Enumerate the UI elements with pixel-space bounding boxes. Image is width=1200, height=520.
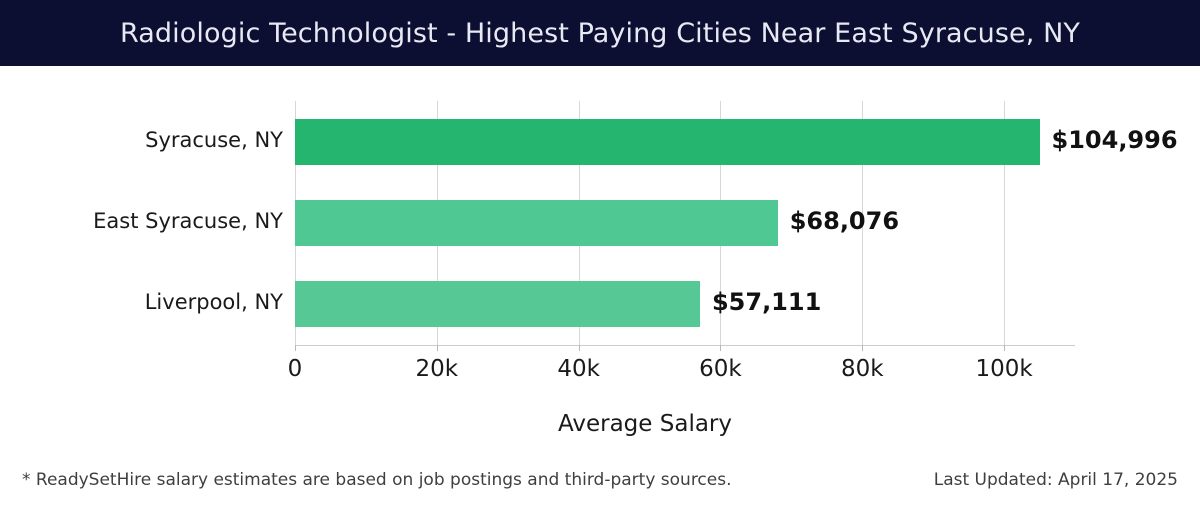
x-axis-line bbox=[295, 345, 1075, 346]
footer: * ReadySetHire salary estimates are base… bbox=[0, 470, 1200, 520]
x-tick-label: 80k bbox=[840, 356, 884, 382]
x-tick-label: 40k bbox=[557, 356, 600, 382]
chart-region: Syracuse, NY East Syracuse, NY Liverpool, … bbox=[0, 66, 1200, 456]
y-axis-label: Syracuse, NY bbox=[145, 127, 283, 152]
x-tick-label: 100k bbox=[975, 356, 1033, 382]
header-bar: Radiologic Technologist - Highest Paying… bbox=[0, 0, 1200, 66]
bar[interactable] bbox=[295, 281, 700, 328]
gridline bbox=[1004, 101, 1006, 345]
x-tick-label: 60k bbox=[699, 356, 742, 382]
footnote-text: * ReadySetHire salary estimates are base… bbox=[22, 470, 732, 490]
x-axis-title: Average Salary bbox=[0, 411, 1200, 437]
bar-value-label: $104,996 bbox=[1051, 125, 1178, 154]
bar-value-label: $68,076 bbox=[789, 207, 900, 235]
gridline bbox=[862, 101, 864, 345]
x-tick-mark bbox=[295, 345, 296, 351]
x-axis-title-text: Average Salary bbox=[557, 411, 732, 437]
y-axis-label: Liverpool, NY bbox=[144, 290, 283, 315]
x-tick-label: 0 bbox=[287, 356, 303, 382]
y-axis-label: East Syracuse, NY bbox=[93, 209, 283, 233]
x-tick-mark bbox=[578, 345, 580, 351]
x-tick-mark bbox=[720, 345, 722, 351]
x-tick-label: 20k bbox=[415, 356, 459, 382]
bar[interactable] bbox=[295, 118, 1040, 165]
y-axis-labels: Syracuse, NY East Syracuse, NY Liverpool, … bbox=[0, 101, 283, 345]
bar[interactable] bbox=[295, 200, 778, 246]
page-title: Radiologic Technologist - Highest Paying… bbox=[120, 17, 1080, 49]
x-tick-mark bbox=[862, 345, 864, 351]
bar-value-label: $57,111 bbox=[711, 288, 822, 317]
last-updated-text: Last Updated: April 17, 2025 bbox=[933, 470, 1178, 490]
x-tick-mark bbox=[436, 345, 438, 351]
x-tick-mark bbox=[1004, 345, 1006, 351]
plot-area bbox=[295, 101, 1075, 351]
